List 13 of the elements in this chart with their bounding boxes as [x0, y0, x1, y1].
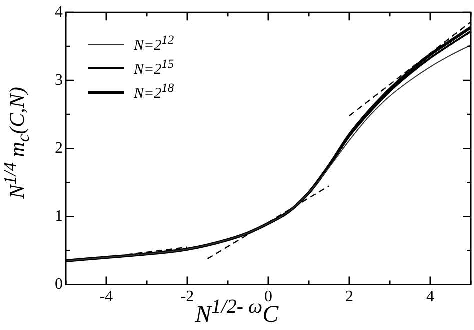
- x-tick-label: -4: [100, 288, 114, 306]
- y-tick-label: 2: [55, 140, 63, 157]
- legend-label: N=2$^{12}$: [134, 33, 174, 55]
- x-tick-label: 2: [346, 288, 354, 306]
- legend-label: N=2$^{15}$: [134, 57, 174, 79]
- x-tick-label: 0: [264, 288, 272, 306]
- y-tick-label: 1: [55, 208, 63, 225]
- y-tick-label: 4: [55, 4, 63, 21]
- x-tick-label: 4: [426, 288, 434, 306]
- y-tick-label: 3: [55, 72, 63, 89]
- y-tick-label: 0: [55, 276, 63, 294]
- legend-label: N=2$^{18}$: [134, 81, 174, 103]
- x-tick-label: -2: [180, 288, 194, 306]
